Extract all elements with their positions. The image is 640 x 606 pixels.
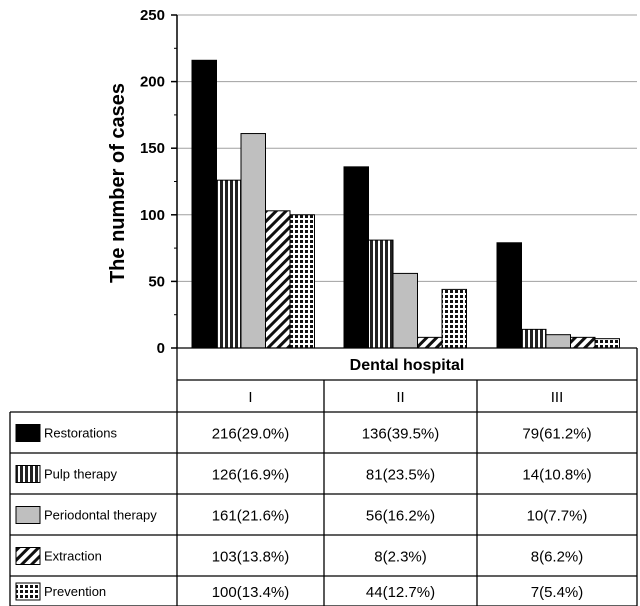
table-cell: 56(16.2%) (366, 508, 435, 525)
y-axis: 0 50 100 150 200 250 (140, 7, 178, 357)
legend-label: Restorations (44, 426, 117, 441)
y-tick-label: 250 (140, 7, 165, 24)
bar-prevention-II (441, 288, 467, 349)
bar-extraction-II (417, 336, 443, 349)
y-tick-label: 200 (140, 74, 165, 91)
table-cell: 10(7.7%) (527, 508, 588, 525)
table-cell: 136(39.5%) (362, 426, 440, 443)
table-cell: 126(16.9%) (212, 467, 290, 484)
table-cell: 81(23.5%) (366, 467, 435, 484)
bar-pulp-therapy-I (216, 179, 242, 349)
y-tick-label: 50 (148, 273, 165, 290)
legend-label: Periodontal therapy (44, 508, 157, 523)
legend-swatch (15, 465, 41, 483)
category-label: I (248, 389, 252, 406)
legend-swatch (15, 424, 41, 442)
legend-label: Prevention (44, 584, 106, 599)
bar-restorations-I (191, 59, 217, 349)
table-cell: 7(5.4%) (531, 584, 584, 601)
bar-periodontal-therapy-I (240, 133, 266, 349)
table-cell: 79(61.2%) (522, 426, 591, 443)
legend-label: Pulp therapy (44, 467, 117, 482)
table-cell: 161(21.6%) (212, 508, 290, 525)
y-axis-title: The number of cases (107, 83, 129, 283)
bar-pulp-therapy-II (368, 239, 394, 349)
bar-extraction-I (265, 210, 291, 349)
legend-swatch (15, 506, 41, 524)
table-cell: 216(29.0%) (212, 426, 290, 443)
bar-prevention-III (594, 338, 620, 349)
legend-swatch (15, 582, 41, 601)
table-cell: 8(6.2%) (531, 549, 584, 566)
bar-restorations-III (496, 242, 522, 349)
table-cell: 8(2.3%) (374, 549, 427, 566)
bar-periodontal-therapy-III (545, 334, 571, 349)
table-cell: 44(12.7%) (366, 584, 435, 601)
bars (191, 59, 620, 349)
table-cell: 14(10.8%) (522, 467, 591, 484)
bar-restorations-II (343, 166, 369, 349)
bar-extraction-III (570, 336, 596, 349)
legend-label: Extraction (44, 549, 102, 564)
bar-pulp-therapy-III (521, 328, 547, 349)
x-axis-title: Dental hospital (350, 357, 465, 374)
legend-swatch (15, 547, 41, 565)
table-cell: 103(13.8%) (212, 549, 290, 566)
category-label: III (551, 389, 564, 406)
y-tick-label: 0 (157, 340, 165, 357)
y-tick-label: 100 (140, 207, 165, 224)
table-cell: 100(13.4%) (212, 584, 290, 601)
bar-periodontal-therapy-II (392, 272, 418, 349)
bar-prevention-I (289, 214, 315, 349)
y-tick-label: 150 (140, 140, 165, 157)
category-label: II (396, 389, 404, 406)
